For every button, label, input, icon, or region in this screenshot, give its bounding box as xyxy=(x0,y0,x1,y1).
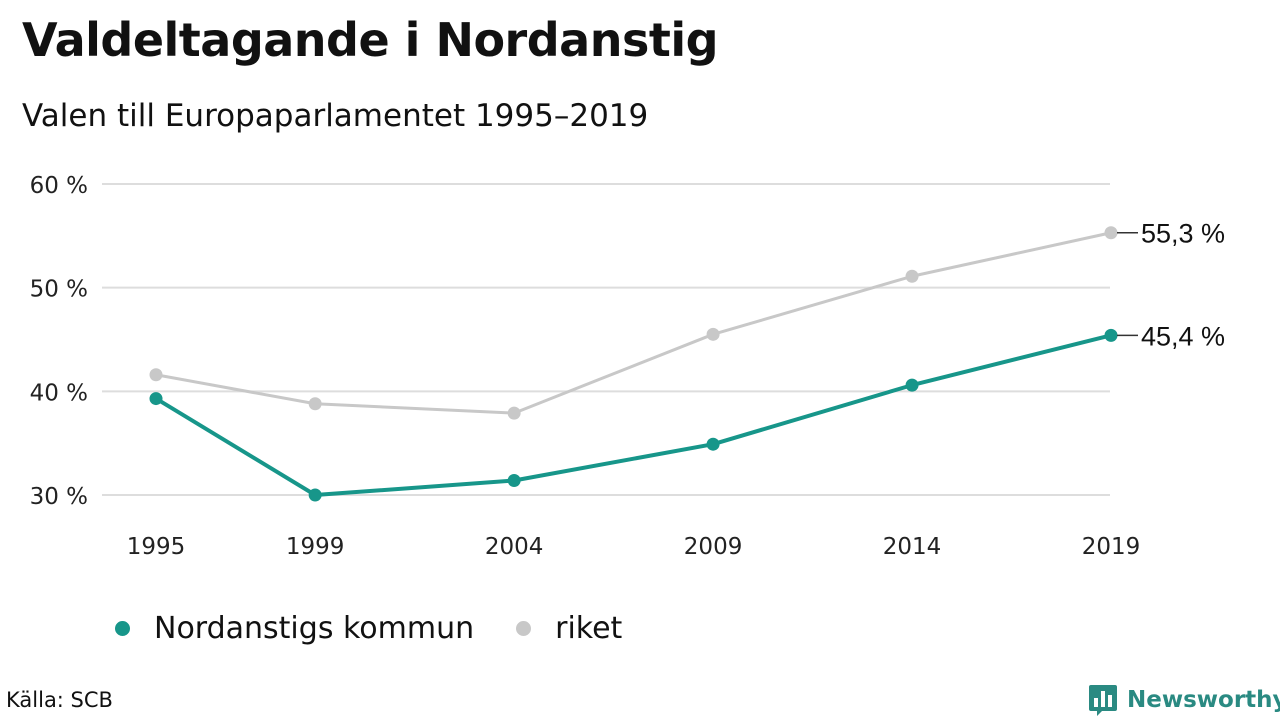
data-point-nordanstig xyxy=(706,437,720,451)
legend-marker-riket xyxy=(516,620,532,636)
y-tick-label: 50 % xyxy=(30,277,88,303)
x-tick-label: 2004 xyxy=(485,534,544,560)
data-point-riket xyxy=(507,406,521,420)
data-point-nordanstig xyxy=(149,392,163,406)
legend: Nordanstigs kommun riket xyxy=(115,606,664,650)
brand-name: Newsworthy xyxy=(1127,687,1280,713)
brand-logo: Newsworthy xyxy=(1088,683,1280,717)
data-point-riket xyxy=(706,327,720,341)
x-tick-label: 2014 xyxy=(883,534,942,560)
y-tick-label: 60 % xyxy=(30,173,88,199)
data-point-nordanstig xyxy=(1104,328,1118,342)
legend-label-nordanstig: Nordanstigs kommun xyxy=(154,610,475,646)
data-point-nordanstig xyxy=(308,488,322,502)
chart-title: Valdeltagande i Nordanstig xyxy=(22,13,719,67)
line-chart: 30 % 40 % 50 % 60 % 1995 1999 2004 2009 2014 2019… xyxy=(30,173,1226,560)
end-label-riket: 55,3 % xyxy=(1141,219,1225,249)
data-point-riket xyxy=(149,368,163,382)
series-line-riket xyxy=(155,231,1112,415)
legend-item-riket: riket xyxy=(516,611,622,646)
legend-item-nordanstig: Nordanstigs kommun xyxy=(115,611,474,646)
source-note: Källa: SCB xyxy=(6,688,113,712)
bar-chart-icon xyxy=(1089,685,1117,716)
data-point-nordanstig xyxy=(507,473,521,487)
data-point-riket xyxy=(1104,226,1118,240)
y-tick-label: 40 % xyxy=(30,380,88,406)
data-point-nordanstig xyxy=(905,378,919,392)
legend-label-riket: riket xyxy=(555,610,623,646)
data-point-riket xyxy=(905,269,919,283)
x-tick-label: 1999 xyxy=(286,534,345,560)
legend-marker-nordanstig xyxy=(115,620,130,636)
chart-subtitle: Valen till Europaparlamentet 1995–2019 xyxy=(22,98,649,134)
x-tick-label: 2019 xyxy=(1082,534,1141,560)
series-line-nordanstig xyxy=(154,333,1112,497)
data-point-riket xyxy=(308,397,322,411)
x-tick-label: 1995 xyxy=(127,534,186,560)
end-label-nordanstig: 45,4 % xyxy=(1141,321,1225,351)
x-tick-label: 2009 xyxy=(684,534,743,560)
y-tick-label: 30 % xyxy=(30,484,88,510)
